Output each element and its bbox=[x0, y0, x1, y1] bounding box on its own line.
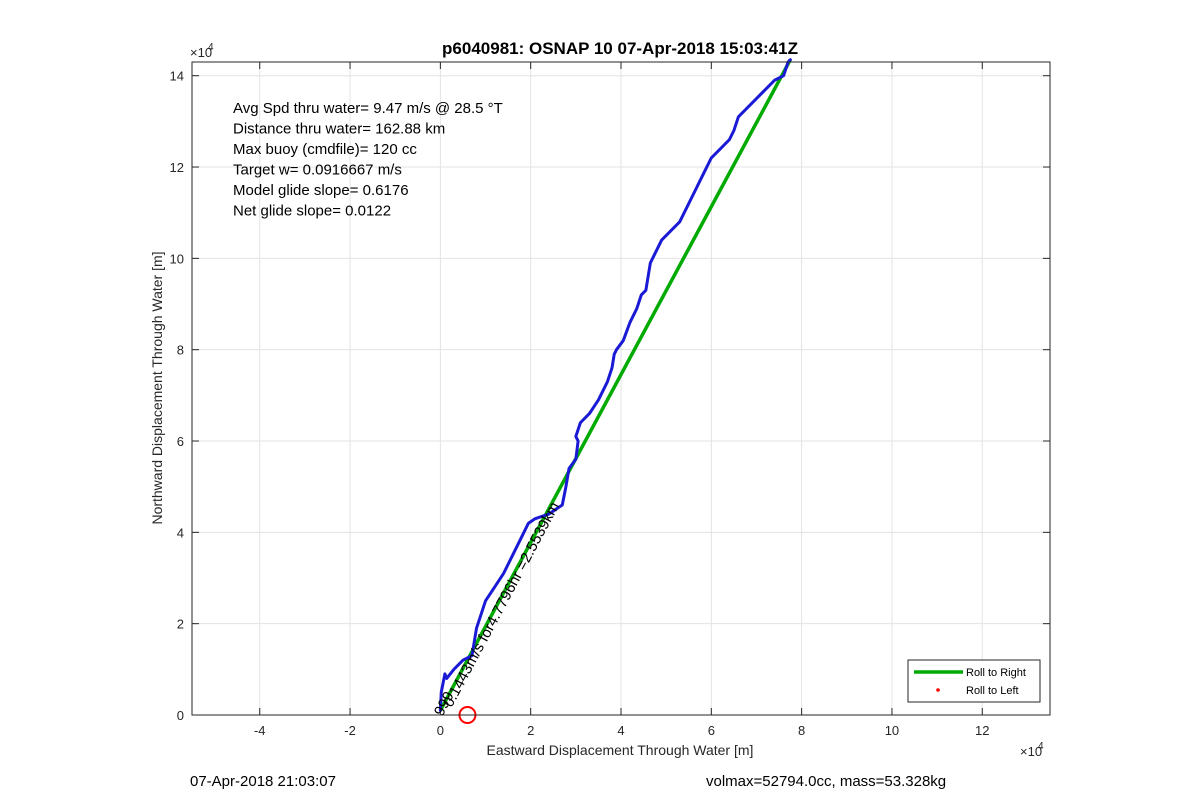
footer-timestamp: 07-Apr-2018 21:03:07 bbox=[190, 773, 336, 790]
x-tick-label: 0 bbox=[437, 723, 444, 738]
x-exponent-power: 4 bbox=[1038, 741, 1044, 752]
y-exponent-base: ×10 bbox=[190, 45, 212, 60]
legend-box bbox=[907, 659, 1041, 703]
legend-label: Roll to Right bbox=[966, 667, 1026, 679]
x-axis-label: Eastward Displacement Through Water [m] bbox=[487, 742, 754, 758]
series-roll-to-right-line bbox=[438, 58, 792, 712]
plot-frame bbox=[191, 61, 1051, 716]
annotation-line: Target w= 0.0916667 m/s bbox=[233, 162, 402, 179]
x-tick-label: -4 bbox=[254, 723, 266, 738]
chart-title: p6040981: OSNAP 10 07-Apr-2018 15:03:41Z bbox=[442, 39, 798, 58]
y-tick-label: 6 bbox=[177, 434, 184, 449]
x-exponent-base: ×10 bbox=[1020, 744, 1042, 759]
annotation-line: Avg Spd thru water= 9.47 m/s @ 28.5 °T bbox=[233, 100, 503, 117]
annotation-line: Net glide slope= 0.0122 bbox=[233, 203, 391, 220]
annotation-line: Max buoy (cmdfile)= 120 cc bbox=[233, 141, 417, 158]
y-tick-label: 4 bbox=[177, 525, 184, 540]
y-tick-label: 14 bbox=[170, 69, 184, 84]
y-tick-label: 12 bbox=[170, 160, 184, 175]
annotation-block: Avg Spd thru water= 9.47 m/s @ 28.5 °T Di… bbox=[233, 100, 503, 220]
y-exponent-power: 4 bbox=[208, 42, 214, 53]
x-tick-label: 4 bbox=[617, 723, 624, 738]
axis-ticks: -4 -2 0 2 4 6 8 10 12 0 2 4 6 8 10 12 14 bbox=[170, 62, 1050, 738]
x-tick-label: 12 bbox=[975, 723, 989, 738]
legend: Roll to Right Roll to Left bbox=[907, 659, 1041, 703]
y-tick-label: 2 bbox=[177, 617, 184, 632]
x-tick-label: 2 bbox=[527, 723, 534, 738]
x-tick-label: 6 bbox=[708, 723, 715, 738]
legend-label: Roll to Left bbox=[966, 685, 1019, 697]
x-tick-label: -2 bbox=[344, 723, 356, 738]
y-tick-label: 8 bbox=[177, 343, 184, 358]
legend-dot-swatch bbox=[936, 688, 940, 692]
annotation-line: Distance thru water= 162.88 km bbox=[233, 121, 445, 138]
x-exponent-label: ×10 4 bbox=[1020, 741, 1044, 759]
annotation-line: Model glide slope= 0.6176 bbox=[233, 182, 409, 199]
x-tick-label: 8 bbox=[798, 723, 805, 738]
y-tick-label: 0 bbox=[177, 708, 184, 723]
series-track-line bbox=[438, 58, 792, 712]
y-axis-label: Northward Displacement Through Water [m] bbox=[149, 251, 165, 524]
y-exponent-label: ×10 4 bbox=[190, 42, 214, 60]
y-tick-label: 10 bbox=[170, 251, 184, 266]
footer-volmax-mass: volmax=52794.0cc, mass=53.328kg bbox=[706, 773, 947, 790]
x-tick-label: 10 bbox=[885, 723, 899, 738]
